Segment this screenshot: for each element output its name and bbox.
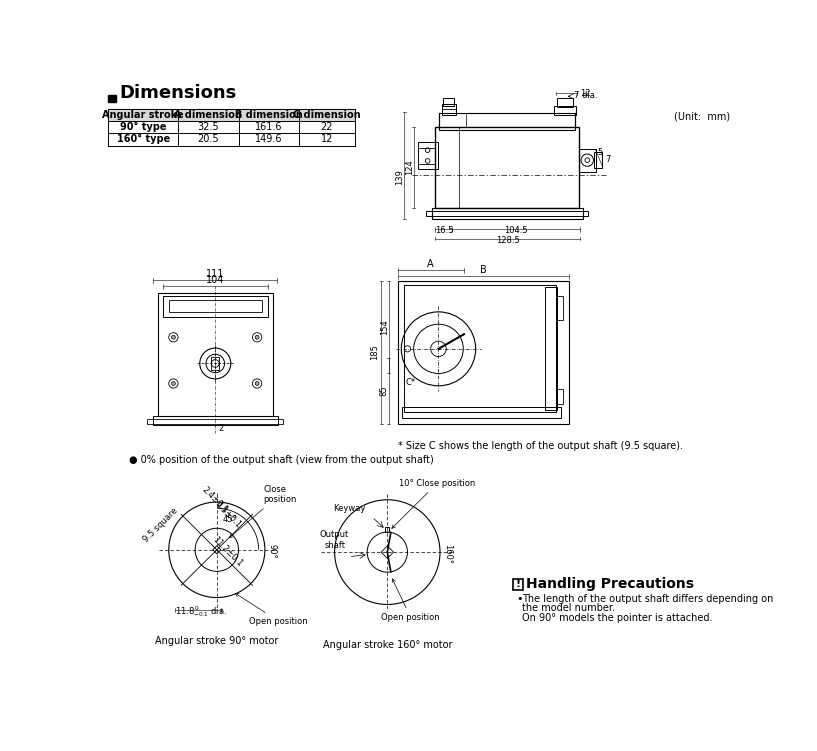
Text: On 90° models the pointer is attached.: On 90° models the pointer is attached. xyxy=(522,613,712,623)
Text: 90° type: 90° type xyxy=(120,122,167,132)
Text: Output
shaft: Output shaft xyxy=(320,530,349,550)
Bar xyxy=(557,297,563,320)
Bar xyxy=(435,127,578,208)
Text: 104.5: 104.5 xyxy=(505,226,528,235)
Text: 111: 111 xyxy=(206,269,225,279)
Text: 7: 7 xyxy=(605,155,610,164)
Text: Keyway: Keyway xyxy=(333,505,366,514)
Bar xyxy=(163,296,268,317)
Text: Open position: Open position xyxy=(235,593,308,626)
Text: 2.4±0.1: 2.4±0.1 xyxy=(199,485,230,515)
Bar xyxy=(147,419,283,424)
Bar xyxy=(554,106,576,115)
Bar xyxy=(578,149,596,172)
Text: (Unit:  mm): (Unit: mm) xyxy=(674,112,730,122)
Bar xyxy=(169,300,261,312)
Text: 32.5: 32.5 xyxy=(198,122,219,132)
Bar xyxy=(153,416,278,425)
Bar xyxy=(402,406,561,418)
Text: 185: 185 xyxy=(370,345,379,360)
Bar xyxy=(109,95,116,102)
Text: C*: C* xyxy=(406,378,416,387)
Circle shape xyxy=(255,382,259,385)
Bar xyxy=(557,98,573,107)
Text: Angular stroke 160° motor: Angular stroke 160° motor xyxy=(323,640,452,650)
Circle shape xyxy=(172,336,176,339)
Text: A: A xyxy=(427,259,434,269)
Bar xyxy=(212,357,219,369)
Text: 20.5: 20.5 xyxy=(198,134,219,144)
Text: 139: 139 xyxy=(395,169,404,185)
Text: 22: 22 xyxy=(320,122,333,132)
Text: 7 dia.: 7 dia. xyxy=(574,91,597,100)
Text: 104: 104 xyxy=(206,275,225,285)
Text: B dimension: B dimension xyxy=(234,110,302,119)
Text: 124: 124 xyxy=(405,160,414,176)
Text: 9.5 square: 9.5 square xyxy=(142,506,180,544)
Bar xyxy=(158,293,273,416)
Text: Handling Precautions: Handling Precautions xyxy=(526,578,694,592)
Bar xyxy=(594,152,602,168)
Circle shape xyxy=(255,336,259,339)
Text: 128.5: 128.5 xyxy=(496,237,520,246)
Text: 4.5±0.1: 4.5±0.1 xyxy=(212,500,243,530)
Text: 149.6: 149.6 xyxy=(255,134,283,144)
Text: 11.2±0.1: 11.2±0.1 xyxy=(211,535,244,569)
Text: C dimension: C dimension xyxy=(293,110,360,119)
Text: the model number.: the model number. xyxy=(522,603,615,613)
Text: 45°: 45° xyxy=(223,515,238,524)
Text: 160° type: 160° type xyxy=(117,134,170,144)
Text: 12: 12 xyxy=(580,89,591,98)
Text: Angular stroke 90° motor: Angular stroke 90° motor xyxy=(155,636,279,646)
Text: !: ! xyxy=(516,580,520,590)
Bar xyxy=(513,579,523,590)
Text: * Size C shows the length of the output shaft (9.5 square).: * Size C shows the length of the output … xyxy=(398,442,683,451)
Text: Open position: Open position xyxy=(382,579,440,622)
Text: 16.5: 16.5 xyxy=(435,226,453,235)
Text: The length of the output shaft differs depending on: The length of the output shaft differs d… xyxy=(522,595,774,605)
Text: Dimensions: Dimensions xyxy=(119,84,236,102)
Bar xyxy=(441,104,456,115)
Bar xyxy=(440,113,575,130)
Text: 11.8$^{\,0}_{-0.1}$ dia.: 11.8$^{\,0}_{-0.1}$ dia. xyxy=(175,604,227,619)
Bar xyxy=(426,211,588,216)
Text: •: • xyxy=(516,595,523,605)
Bar xyxy=(557,389,563,404)
Text: B: B xyxy=(480,265,487,275)
Text: Angular stroke: Angular stroke xyxy=(102,110,184,119)
Circle shape xyxy=(172,382,176,385)
Text: 5: 5 xyxy=(597,148,603,157)
Bar xyxy=(431,208,583,219)
Bar xyxy=(386,526,389,532)
Bar xyxy=(404,285,556,412)
Bar xyxy=(109,109,355,121)
Bar xyxy=(443,98,454,106)
Text: 12: 12 xyxy=(321,134,333,144)
Text: 160°: 160° xyxy=(443,544,452,565)
Text: ● 0% position of the output shaft (view from the output shaft): ● 0% position of the output shaft (view … xyxy=(129,455,434,465)
Text: 85: 85 xyxy=(380,385,389,396)
Text: 154: 154 xyxy=(380,319,389,335)
Bar xyxy=(398,281,569,424)
Text: Close
position: Close position xyxy=(230,484,297,538)
Bar xyxy=(418,143,438,170)
Text: A dimension: A dimension xyxy=(174,110,242,119)
Text: 10° Close position: 10° Close position xyxy=(392,479,475,529)
Bar xyxy=(546,287,557,411)
Text: 90°: 90° xyxy=(267,544,276,558)
Text: 2: 2 xyxy=(218,424,224,433)
Text: 161.6: 161.6 xyxy=(255,122,283,132)
